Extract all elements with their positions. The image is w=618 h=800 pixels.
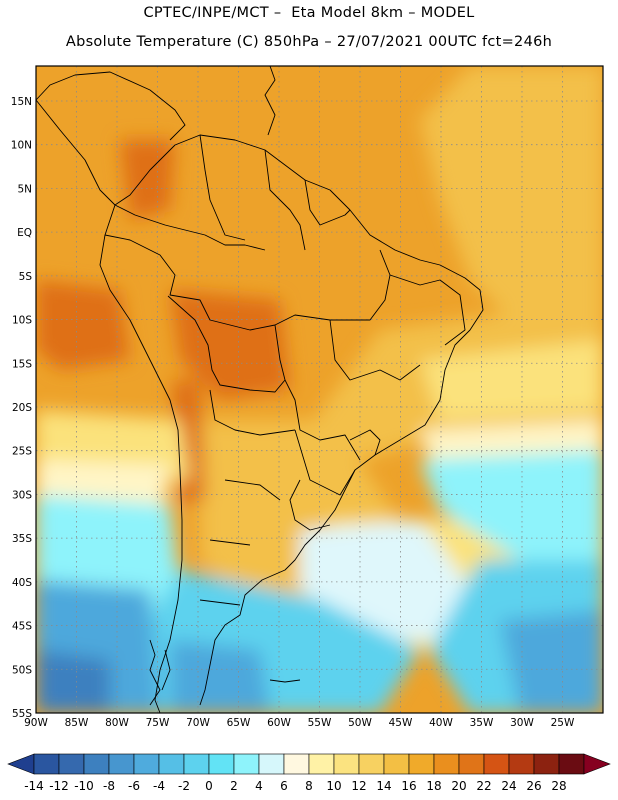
latitude-label: 15S (12, 358, 32, 370)
colorbar-tick-label: 4 (255, 779, 263, 793)
colorbar-swatch (433, 753, 460, 775)
latitude-label: 50S (12, 664, 32, 676)
latitude-label: 35S (12, 533, 32, 545)
latitude-label: 55S (12, 708, 32, 720)
colorbar-swatch (33, 753, 60, 775)
longitude-label: 70W (186, 717, 210, 729)
colorbar-tick-label: 18 (426, 779, 441, 793)
temperature-zone (36, 650, 110, 713)
latitude-label: 5S (19, 271, 33, 283)
longitude-label: 65W (227, 717, 251, 729)
colorbar-swatch (483, 753, 510, 775)
temperature-zone (170, 290, 290, 400)
temperature-zone (120, 140, 175, 220)
colorbar-swatch (208, 753, 235, 775)
colorbar-tick-label: -12 (49, 779, 69, 793)
longitude-label: 35W (470, 717, 494, 729)
temperature-zone (420, 66, 603, 330)
colorbar-swatch (333, 753, 360, 775)
longitude-label: 85W (65, 717, 89, 729)
colorbar-swatch (533, 753, 560, 775)
latitude-label: 40S (12, 577, 32, 589)
colorbar-swatch (308, 753, 335, 775)
temperature-zone (500, 610, 603, 713)
map-title-line-2: Absolute Temperature (C) 850hPa – 27/07/… (65, 34, 553, 50)
temperature-zone (420, 340, 603, 420)
colorbar-swatch (358, 753, 385, 775)
temperature-zone (300, 520, 480, 640)
latitude-label: 10N (11, 140, 32, 152)
latitude-label: 10S (12, 315, 32, 327)
colorbar-tick-label: -8 (103, 779, 115, 793)
coastlines-borders (35, 65, 484, 714)
colorbar-tick-label: -10 (74, 779, 94, 793)
temperature-zone (36, 460, 170, 505)
colorbar-swatch (408, 753, 435, 775)
longitude-label: 90W (24, 717, 48, 729)
latitude-label: 20S (12, 402, 32, 414)
longitude-label: 50W (348, 717, 372, 729)
latitude-label: 45S (12, 621, 32, 633)
colorbar-swatch (108, 753, 135, 775)
colorbar-swatch (508, 753, 535, 775)
longitude-label: 30W (510, 717, 534, 729)
longitude-label: 25W (551, 717, 575, 729)
colorbar-tick-label: 14 (376, 779, 391, 793)
colorbar-tick-label: -2 (178, 779, 190, 793)
longitude-label: 55W (308, 717, 332, 729)
colorbar-swatch (233, 753, 260, 775)
longitude-label: 40W (429, 717, 453, 729)
latitude-label: 5N (17, 183, 32, 195)
colorbar-tick-label: 20 (451, 779, 466, 793)
latitude-label: 15N (11, 96, 32, 108)
colorbar-tick-label: 10 (326, 779, 341, 793)
colorbar-tick-label: 24 (501, 779, 516, 793)
colorbar-swatch (458, 753, 485, 775)
longitude-label: 60W (267, 717, 291, 729)
colorbar-swatch (133, 753, 160, 775)
colorbar-labels: -14 -12 -10 -8 -6 -4 -2 0 2 4 6 8 10 12 14 16 18 20 22 24 26… (24, 779, 566, 793)
colorbar-tick-label: 28 (551, 779, 566, 793)
colorbar-tick-label: 0 (205, 779, 213, 793)
longitude-labels: 90W 85W 80W 75W 70W 65W 60W 55W 50W 45W 40W 35W 30W 2… (24, 717, 575, 729)
colorbar-swatch (58, 753, 85, 775)
colorbar-swatch (283, 753, 310, 775)
map-frame (35, 65, 604, 714)
colorbar-swatch (258, 753, 285, 775)
colorbar-swatch (83, 753, 110, 775)
colorbar-tick-label: 8 (305, 779, 313, 793)
latitude-label: 30S (12, 489, 32, 501)
temperature-field (36, 66, 603, 713)
colorbar-tick-label: -14 (24, 779, 44, 793)
colorbar-underflow-arrow (7, 753, 35, 775)
colorbar-tick-label: -4 (153, 779, 165, 793)
colorbar-swatch (558, 753, 585, 775)
colorbar-tick-label: 16 (401, 779, 416, 793)
temperature-zone (420, 450, 603, 560)
latitude-label: 25S (12, 446, 32, 458)
colorbar-overflow-arrow (583, 753, 611, 775)
latitude-label: EQ (17, 227, 32, 239)
longitude-label: 80W (105, 717, 129, 729)
colorbar-tick-label: -6 (128, 779, 140, 793)
colorbar-tick-label: 26 (526, 779, 541, 793)
colorbar (7, 753, 611, 775)
longitude-label: 75W (146, 717, 170, 729)
temperature-zone (170, 640, 270, 713)
longitude-label: 45W (389, 717, 413, 729)
temperature-zone (36, 280, 130, 370)
latitude-labels: 15N 10N 5N EQ 5S 10S 15S 20S 25S 30S 35S 40S 45S 50S 5… (11, 96, 33, 720)
colorbar-swatch (383, 753, 410, 775)
colorbar-tick-label: 22 (476, 779, 491, 793)
colorbar-swatch (158, 753, 185, 775)
colorbar-tick-label: 2 (230, 779, 238, 793)
colorbar-swatch (183, 753, 210, 775)
colorbar-tick-label: 12 (351, 779, 366, 793)
colorbar-tick-label: 6 (280, 779, 288, 793)
map-title-line-1: CPTEC/INPE/MCT – Eta Model 8km – MODEL (143, 5, 475, 21)
